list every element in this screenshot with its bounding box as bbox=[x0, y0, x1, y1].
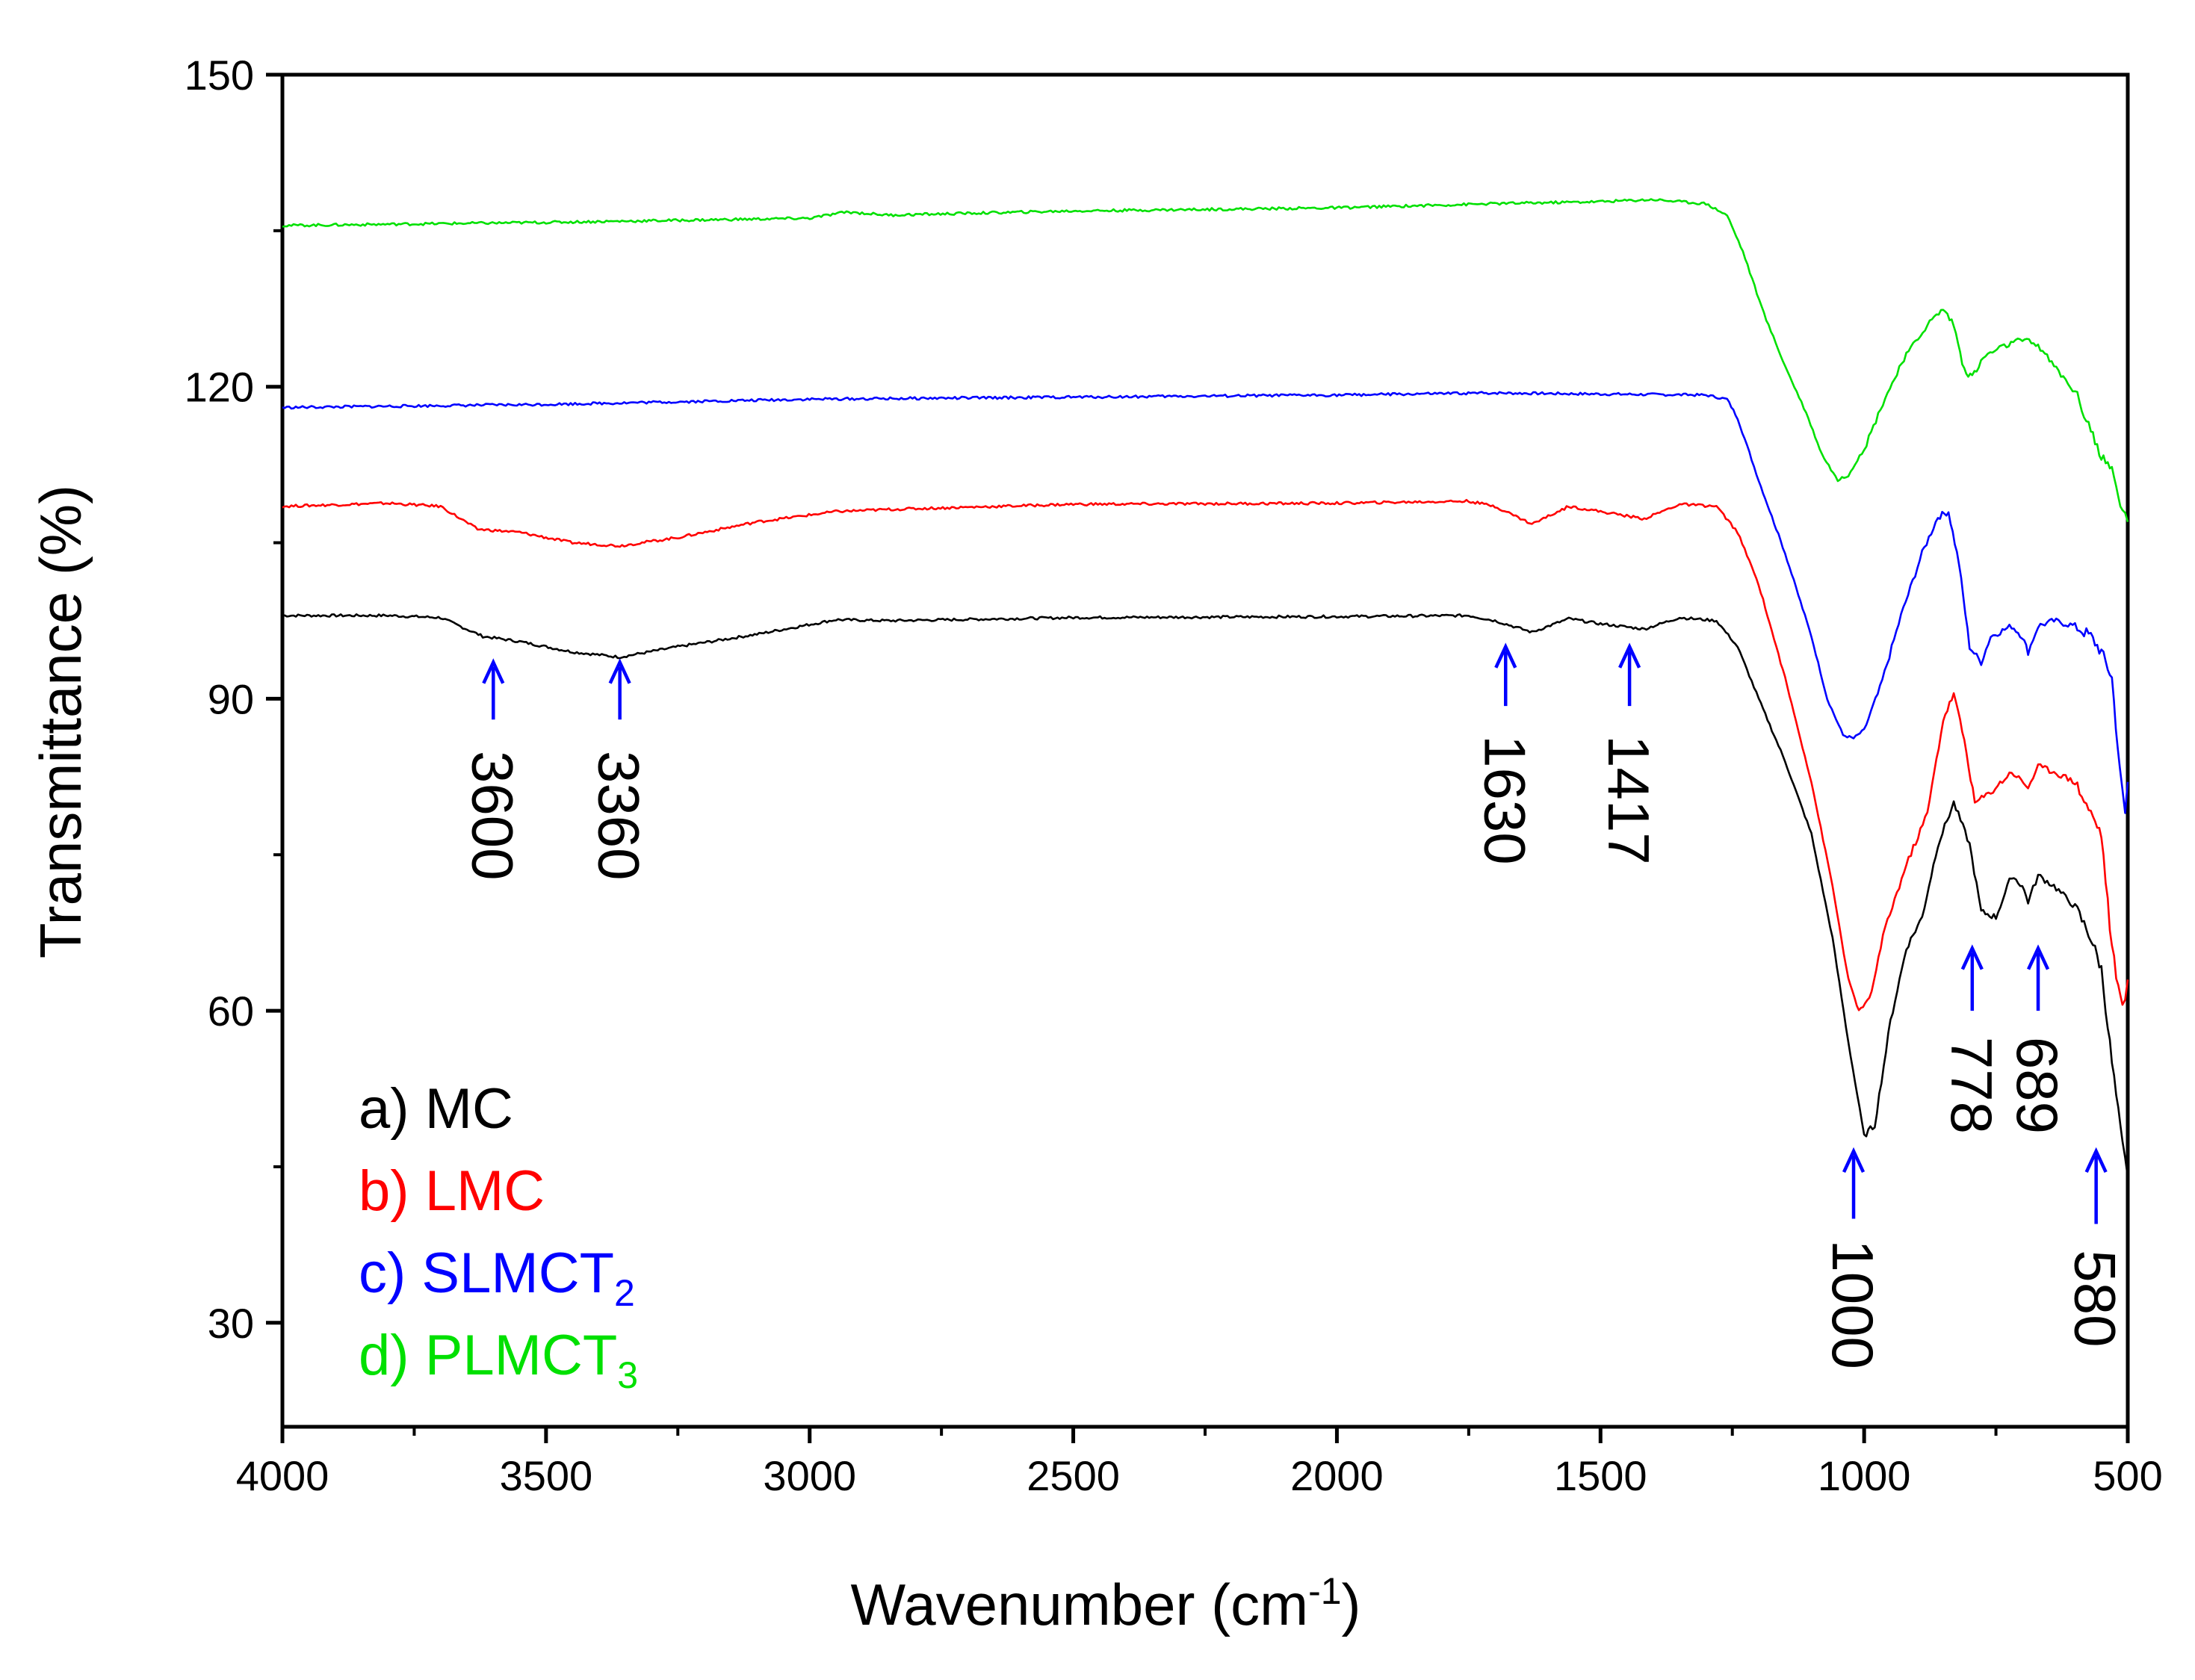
annotation-label: 580 bbox=[2063, 1250, 2129, 1347]
series-line-4 bbox=[282, 198, 2129, 523]
y-tick-label: 120 bbox=[185, 364, 254, 411]
x-tick-label: 500 bbox=[2093, 1452, 2162, 1499]
annotation-label: 689 bbox=[2004, 1037, 2070, 1134]
annotation-arrow-head bbox=[1842, 1147, 1866, 1173]
annotation-label: 1000 bbox=[1820, 1239, 1886, 1369]
annotation-arrow-head bbox=[1618, 642, 1641, 669]
series-line-1 bbox=[282, 613, 2129, 1177]
x-tick-label: 2500 bbox=[1027, 1452, 1120, 1499]
legend-entry-subscript: 2 bbox=[614, 1272, 635, 1314]
annotation-label: 1417 bbox=[1596, 735, 1662, 865]
annotation-arrow-head bbox=[482, 658, 505, 684]
legend-entry-2: b) LMC bbox=[359, 1159, 545, 1223]
y-axis-title: Transmittance (%) bbox=[28, 485, 93, 958]
legend-entry-3: c) SLMCT2 bbox=[359, 1242, 635, 1314]
x-tick-label: 1000 bbox=[1818, 1452, 1911, 1499]
series-line-3 bbox=[282, 391, 2129, 814]
x-tick-label: 1500 bbox=[1554, 1452, 1647, 1499]
annotation-arrow-head bbox=[1494, 642, 1517, 669]
y-tick-label: 150 bbox=[185, 52, 254, 99]
x-axis-title: Wavenumber (cm-1) bbox=[850, 1570, 1360, 1637]
x-tick-label: 2000 bbox=[1290, 1452, 1384, 1499]
x-tick-label: 4000 bbox=[236, 1452, 329, 1499]
legend-entry-main: d) PLMCT bbox=[359, 1324, 617, 1387]
legend-entry-main: a) MC bbox=[359, 1077, 513, 1141]
series-line-2 bbox=[282, 498, 2129, 1011]
y-tick-label: 60 bbox=[208, 988, 254, 1035]
annotation-arrow-head bbox=[1960, 944, 1984, 970]
series-layer bbox=[282, 198, 2129, 1177]
y-tick-label: 30 bbox=[208, 1300, 254, 1347]
x-tick-label: 3500 bbox=[500, 1452, 593, 1499]
x-tick-label: 3000 bbox=[763, 1452, 856, 1499]
x-axis-title-end: ) bbox=[1342, 1572, 1361, 1637]
annotation-label: 1630 bbox=[1472, 735, 1538, 865]
x-axis-title-sup: -1 bbox=[1308, 1570, 1341, 1612]
legend: a) MC b) LMC c) SLMCT2 d) PLMCT3 bbox=[359, 1077, 638, 1396]
annotation-layer: 3600 3360 1630 1417 1000 778 689 580 bbox=[459, 642, 2129, 1369]
legend-entry-main: c) SLMCT bbox=[359, 1242, 614, 1305]
legend-entry-1: a) MC bbox=[359, 1077, 513, 1141]
annotation-label: 778 bbox=[1939, 1037, 2004, 1134]
plot-frame-group bbox=[280, 72, 2130, 1429]
plot-frame bbox=[280, 72, 2130, 1429]
annotation-arrow-head bbox=[2084, 1147, 2108, 1173]
annotation-label: 3360 bbox=[586, 751, 652, 881]
x-axis-ticks: 4000 3500 3000 2500 2000 1500 1000 500 bbox=[236, 1427, 2163, 1499]
legend-entry-subscript: 3 bbox=[617, 1354, 638, 1396]
annotation-label: 3600 bbox=[459, 751, 525, 881]
annotation-arrow-head bbox=[2026, 944, 2050, 970]
y-axis-ticks: 30 60 90 120 150 bbox=[185, 52, 282, 1347]
y-tick-label: 90 bbox=[208, 675, 254, 722]
x-axis-title-main: Wavenumber (cm bbox=[850, 1572, 1308, 1637]
legend-entry-4: d) PLMCT3 bbox=[359, 1324, 638, 1396]
annotation-arrow-head bbox=[608, 658, 631, 684]
legend-entry-main: b) LMC bbox=[359, 1159, 545, 1223]
